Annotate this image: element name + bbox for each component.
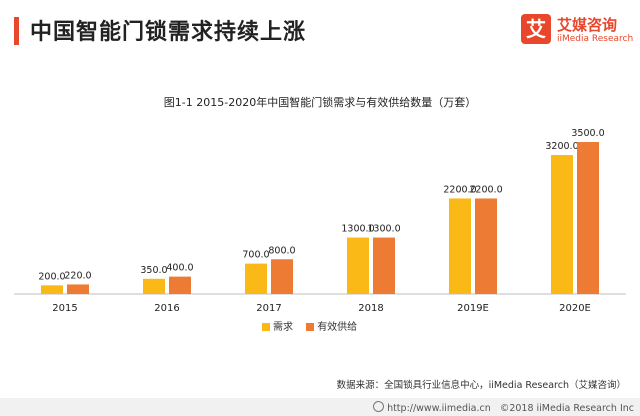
legend-swatch-demand xyxy=(262,323,270,331)
data-label-supply-2016: 400.0 xyxy=(166,263,193,274)
logo-name-cn: 艾媒咨询 xyxy=(557,16,618,34)
data-source: 数据来源：全国锁具行业信息中心，iiMedia Research（艾媒咨询） xyxy=(336,380,626,391)
footer: http://www.iimedia.cn ©2018 iiMedia Rese… xyxy=(0,398,640,416)
x-tick-label-2016: 2016 xyxy=(154,303,179,314)
bar-demand-2020E xyxy=(551,155,573,294)
bar-supply-2020E xyxy=(577,142,599,294)
x-tick-label-2019E: 2019E xyxy=(457,303,489,314)
logo-name-en: iiMedia Research xyxy=(557,34,634,44)
x-tick-label-2017: 2017 xyxy=(256,303,281,314)
legend-item-demand: 需求 xyxy=(262,318,293,333)
globe-icon xyxy=(373,401,385,412)
x-tick-label-2018: 2018 xyxy=(358,303,383,314)
bar-supply-2018 xyxy=(373,237,395,294)
logo: 艾 艾媒咨询 iiMedia Research xyxy=(521,14,634,50)
data-label-supply-2019E: 2200.0 xyxy=(469,184,502,195)
legend-label-demand: 需求 xyxy=(273,322,293,333)
x-tick-label-2015: 2015 xyxy=(52,303,77,314)
footer-url[interactable]: http://www.iimedia.cn xyxy=(387,403,491,414)
chart-title: 图1-1 2015-2020年中国智能门锁需求与有效供给数量（万套） xyxy=(163,96,477,109)
legend-label-supply: 有效供给 xyxy=(317,322,358,333)
chart-legend: 需求 有效供给 xyxy=(262,318,367,333)
data-label-demand-2020E: 3200.0 xyxy=(545,141,578,152)
header-accent-bar xyxy=(14,17,19,45)
header: 中国智能门锁需求持续上涨 艾 艾媒咨询 iiMedia Research xyxy=(0,0,640,62)
data-label-demand-2019E: 2200.0 xyxy=(443,184,476,195)
bar-supply-2019E xyxy=(475,198,497,294)
data-label-supply-2018: 1300.0 xyxy=(367,224,400,235)
footer-text: http://www.iimedia.cn ©2018 iiMedia Rese… xyxy=(373,401,634,414)
bar-demand-2015 xyxy=(41,285,63,294)
data-label-supply-2015: 220.0 xyxy=(64,270,91,281)
legend-swatch-supply xyxy=(306,323,315,331)
data-label-demand-2018: 1300.0 xyxy=(341,224,374,235)
bar-supply-2015 xyxy=(67,284,89,294)
bar-demand-2018 xyxy=(347,237,369,294)
legend-item-supply: 有效供给 xyxy=(306,318,357,333)
bar-demand-2017 xyxy=(245,263,267,294)
data-label-demand-2016: 350.0 xyxy=(140,265,167,276)
logo-badge: 艾 xyxy=(521,14,551,44)
data-label-demand-2017: 700.0 xyxy=(242,250,269,261)
x-tick-label-2020E: 2020E xyxy=(559,303,591,314)
data-label-supply-2017: 800.0 xyxy=(268,245,295,256)
page-title: 中国智能门锁需求持续上涨 xyxy=(30,20,307,45)
data-label-supply-2020E: 3500.0 xyxy=(571,128,604,139)
data-label-demand-2015: 200.0 xyxy=(38,271,65,282)
bar-supply-2017 xyxy=(271,259,293,294)
footer-copyright: ©2018 iiMedia Research Inc xyxy=(499,403,634,414)
bar-demand-2016 xyxy=(143,278,165,294)
bar-demand-2019E xyxy=(449,198,471,294)
bar-supply-2016 xyxy=(169,276,191,294)
